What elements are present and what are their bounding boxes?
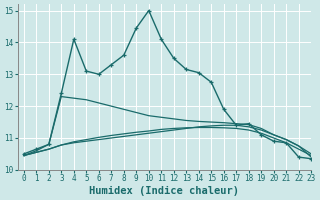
X-axis label: Humidex (Indice chaleur): Humidex (Indice chaleur) xyxy=(89,186,239,196)
